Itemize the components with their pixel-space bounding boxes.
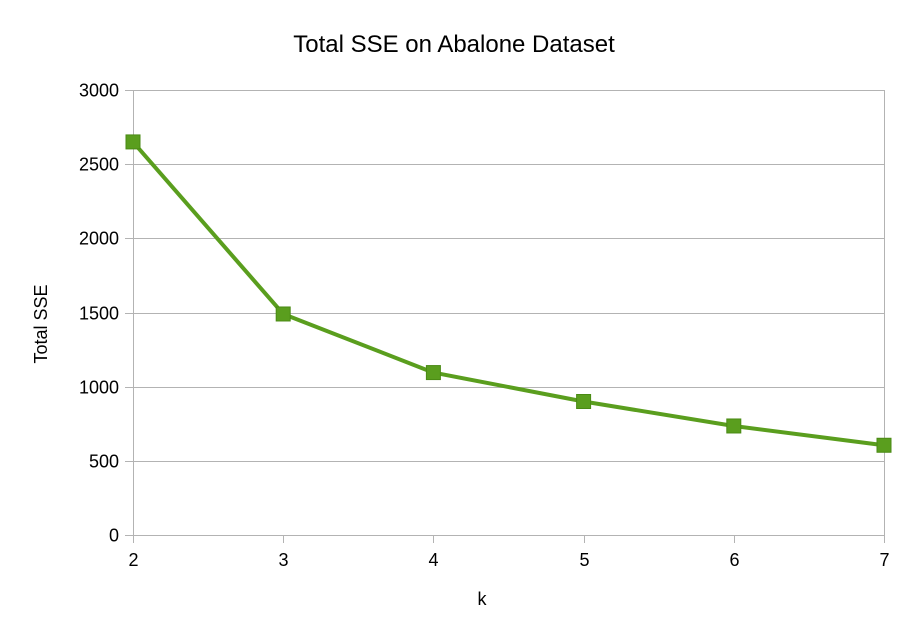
x-tick-label: 7 [879,550,889,570]
data-point [876,437,892,453]
x-tick-label: 4 [428,550,438,570]
series-line [131,139,886,448]
chart-title: Total SSE on Abalone Dataset [293,31,615,58]
x-tick-label: 3 [278,550,288,570]
y-tick-label: 2000 [79,229,119,249]
y-tick-label: 500 [89,452,119,472]
x-tick-label: 5 [579,550,589,570]
data-point [275,306,291,322]
y-axis-label: Total SSE [31,284,51,363]
y-tick-label: 2500 [79,155,119,175]
axes [133,90,885,543]
x-tick-label: 6 [729,550,739,570]
y-axis-ticks: 0 500 1000 1500 2000 2500 3000 [79,81,119,546]
grid-lines [125,90,884,536]
data-point [726,418,742,434]
data-point [125,134,141,150]
y-tick-label: 1500 [79,304,119,324]
y-tick-label: 1000 [79,378,119,398]
series-layer [125,134,892,453]
data-point [576,394,592,409]
y-tick-label: 0 [109,526,119,546]
data-point [425,365,441,381]
y-tick-label: 3000 [79,81,119,101]
x-axis-label: k [478,589,488,609]
x-axis-ticks: 2 3 4 5 6 7 [128,535,890,570]
x-tick-label: 2 [128,550,138,570]
